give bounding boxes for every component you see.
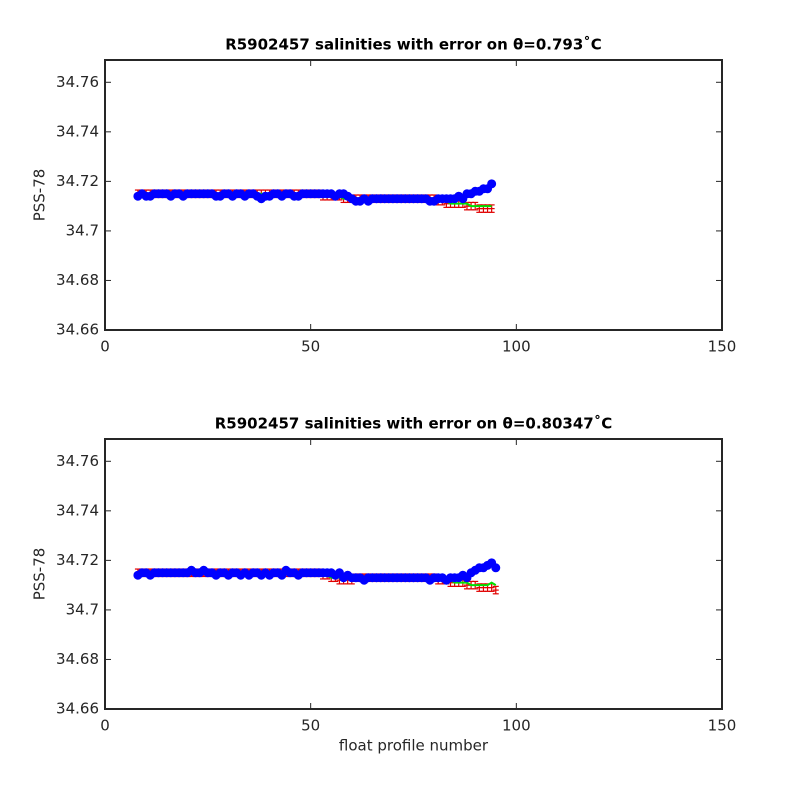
subplot-title: R5902457 salinities with error on θ=0.80… [215, 415, 613, 433]
y-tick-label: 34.66 [56, 321, 99, 339]
y-tick-label: 34.66 [56, 700, 99, 718]
error-bar [488, 204, 495, 213]
axes-box [104, 59, 723, 331]
y-tick-label: 34.7 [66, 221, 99, 239]
x-tick-label: 100 [502, 717, 531, 735]
subplot: R5902457 salinities with error on θ=0.79… [31, 36, 737, 356]
y-tick-label: 34.68 [56, 271, 99, 289]
y-tick-label: 34.7 [66, 600, 99, 618]
y-tick-label: 34.68 [56, 650, 99, 668]
x-tick-label: 50 [301, 717, 320, 735]
x-tick-label: 0 [100, 717, 110, 735]
subplot-title: R5902457 salinities with error on θ=0.79… [225, 36, 602, 54]
y-tick-label: 34.74 [56, 122, 99, 140]
y-tick-label: 34.76 [56, 73, 99, 91]
x-axis-label: float profile number [339, 737, 489, 755]
x-tick-label: 100 [502, 338, 531, 356]
y-tick-label: 34.76 [56, 452, 99, 470]
x-tick-label: 50 [301, 338, 320, 356]
y-tick-label: 34.72 [56, 172, 99, 190]
error-bar [492, 585, 499, 595]
y-axis-label: PSS-78 [31, 169, 49, 222]
data-point [487, 179, 497, 189]
y-tick-label: 34.72 [56, 551, 99, 569]
axes-box [104, 438, 723, 710]
y-axis-label: PSS-78 [31, 548, 49, 601]
subplot: R5902457 salinities with error on θ=0.80… [31, 415, 737, 755]
x-tick-label: 0 [100, 338, 110, 356]
data-point [491, 563, 501, 573]
x-tick-label: 150 [708, 338, 737, 356]
x-tick-label: 150 [708, 717, 737, 735]
y-tick-label: 34.74 [56, 501, 99, 519]
